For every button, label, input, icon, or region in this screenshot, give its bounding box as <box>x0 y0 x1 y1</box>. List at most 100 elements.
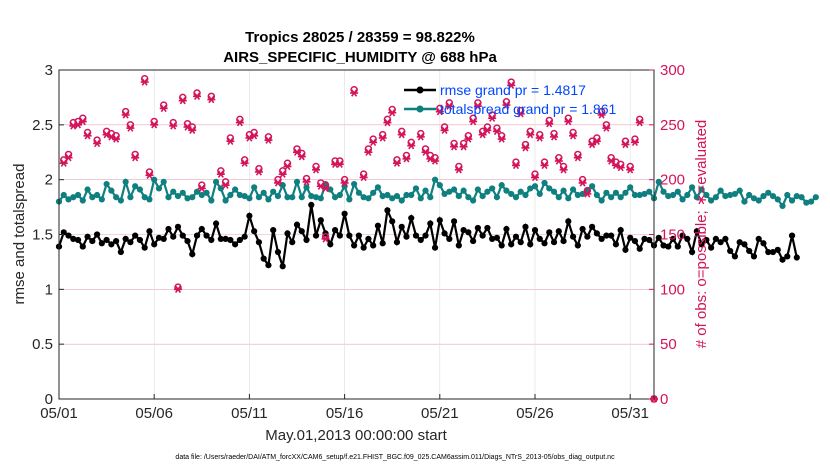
rmse-point <box>708 244 715 251</box>
rmse-point <box>284 230 291 237</box>
totalspread-point <box>193 188 201 195</box>
y-tick-label-left: 3 <box>45 62 53 79</box>
totalspread-point <box>470 197 477 204</box>
rmse-point <box>774 246 781 253</box>
obs-evaluated-stroke <box>541 161 548 170</box>
rmse-point <box>174 223 182 230</box>
x-tick-label: 05/21 <box>421 405 459 422</box>
rmse-point <box>660 242 667 249</box>
rmse-point <box>674 243 681 250</box>
obs-evaluated-stroke <box>551 133 558 141</box>
rmse-point <box>265 262 272 269</box>
rmse-point <box>260 255 267 262</box>
totalspread-point <box>74 191 82 199</box>
obs-evaluated-stroke <box>432 157 439 165</box>
x-tick-label: 05/11 <box>231 405 267 422</box>
obs-evaluated-stroke <box>455 166 462 174</box>
totalspread-point <box>669 191 677 199</box>
rmse-point <box>379 240 386 247</box>
rmse-point <box>241 233 248 240</box>
totalspread-point <box>255 194 263 201</box>
rmse-point <box>60 229 67 236</box>
obs-evaluated-stroke <box>241 159 248 167</box>
obs-evaluated-point <box>535 134 544 142</box>
rmse-point <box>603 232 610 239</box>
rmse-point <box>641 235 648 242</box>
obs-evaluated-point <box>554 157 563 165</box>
rmse-point <box>417 236 424 244</box>
totalspread-point <box>103 180 110 188</box>
totalspread-point <box>788 197 796 204</box>
obs-evaluated-stroke <box>555 157 562 165</box>
legend-rmse-marker <box>416 86 424 94</box>
obs-evaluated-stroke <box>336 160 343 168</box>
totalspread-point <box>336 191 343 199</box>
totalspread-point <box>208 197 215 204</box>
totalspread-line <box>58 176 817 209</box>
footer-datafile: data file: /Users/raeder/DAI/ATM_forcXX/… <box>175 454 615 461</box>
obs-evaluated-stroke <box>384 118 391 127</box>
totalspread-point <box>317 195 324 202</box>
rmse-point <box>89 237 96 245</box>
rmse-point <box>470 237 477 245</box>
obs-evaluated-stroke <box>527 131 534 139</box>
totalspread-point <box>589 183 596 190</box>
totalspread-point <box>132 183 139 190</box>
obs-evaluated-point <box>407 141 416 150</box>
obs-evaluated-point <box>464 135 473 143</box>
totalspread-point <box>622 189 629 196</box>
rmse-point <box>308 201 315 208</box>
totalspread-point <box>703 191 710 199</box>
rmse-point <box>450 218 458 225</box>
obs-evaluated-point <box>388 109 397 117</box>
totalspread-point <box>736 187 743 194</box>
obs-evaluated-stroke <box>284 162 291 171</box>
obs-evaluated-point <box>507 81 516 90</box>
totalspread-point <box>684 191 691 199</box>
totalspread-point <box>227 191 234 199</box>
rmse-point <box>636 245 643 252</box>
obs-evaluated-stroke <box>274 179 281 187</box>
totalspread-point <box>741 198 748 205</box>
totalspread-point <box>484 188 491 195</box>
rmse-point <box>255 239 263 246</box>
totalspread-point <box>117 197 124 204</box>
totalspread-point <box>631 191 639 199</box>
rmse-point <box>569 233 577 240</box>
rmse-point <box>151 241 158 248</box>
totalspread-point <box>170 188 177 195</box>
obs-evaluated-point <box>573 154 582 162</box>
legend-spread-label: totalspread grand pr = 1.861 <box>440 101 617 117</box>
totalspread-point <box>379 193 386 200</box>
x-tick-label: 05/31 <box>611 405 649 422</box>
rmse-point <box>132 232 139 239</box>
totalspread-point <box>512 194 520 201</box>
obs-evaluated-point <box>469 117 478 126</box>
x-tick-label: 05/26 <box>516 405 554 422</box>
obs-evaluated-stroke <box>79 117 86 126</box>
rmse-point <box>84 233 91 240</box>
totalspread-point <box>189 194 196 201</box>
obs-evaluated-stroke <box>70 122 77 130</box>
rmse-point <box>298 228 305 235</box>
totalspread-point <box>422 187 429 194</box>
obs-evaluated-stroke <box>574 154 581 162</box>
obs-evaluated-stroke <box>389 109 396 117</box>
obs-evaluated-stroke <box>127 124 134 132</box>
obs-evaluated-point <box>473 102 482 110</box>
obs-evaluated-point <box>502 101 511 109</box>
obs-evaluated-stroke <box>94 139 101 148</box>
rmse-point <box>455 242 462 249</box>
obs-evaluated-stroke <box>189 126 196 134</box>
obs-evaluated-point <box>402 155 411 163</box>
obs-evaluated-stroke <box>193 92 201 100</box>
totalspread-point <box>303 184 310 191</box>
obs-evaluated-stroke <box>74 121 82 129</box>
totalspread-point <box>750 195 758 202</box>
totalspread-point <box>108 187 115 194</box>
rmse-point <box>341 210 348 217</box>
totalspread-point <box>493 194 501 201</box>
rmse-point <box>289 239 296 246</box>
rmse-point <box>98 240 105 247</box>
obs-evaluated-point <box>597 111 606 119</box>
